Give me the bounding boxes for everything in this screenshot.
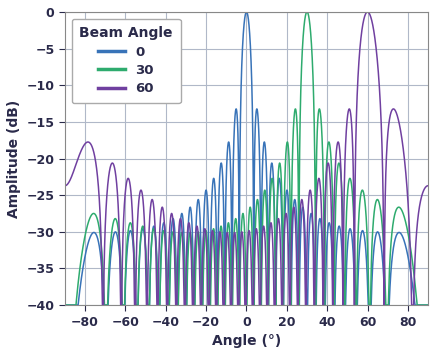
Legend: 0, 30, 60: 0, 30, 60 [71, 18, 181, 103]
60 [361, 15, 366, 20]
30 [80, 247, 85, 251]
30 [62, 303, 67, 307]
60 [364, 10, 369, 14]
Y-axis label: Amplitude (dB): Amplitude (dB) [7, 99, 21, 218]
30 [405, 233, 410, 237]
0 [361, 234, 366, 239]
60 [62, 184, 67, 188]
60 [237, 240, 243, 244]
0 [62, 303, 67, 307]
60 [359, 25, 364, 29]
0 [188, 208, 193, 212]
X-axis label: Angle (°): Angle (°) [211, 334, 280, 348]
30 [304, 10, 309, 14]
60 [424, 184, 430, 188]
60 [80, 146, 85, 150]
60 [99, 303, 105, 307]
Line: 30: 30 [65, 12, 427, 305]
30 [237, 252, 243, 256]
0 [359, 229, 364, 233]
30 [361, 195, 366, 200]
0 [424, 303, 430, 307]
Line: 0: 0 [65, 12, 427, 305]
60 [188, 243, 193, 247]
30 [424, 303, 430, 307]
Line: 60: 60 [65, 12, 427, 305]
0 [405, 256, 410, 261]
0 [237, 109, 243, 113]
0 [243, 10, 249, 14]
30 [359, 188, 364, 192]
30 [188, 234, 193, 238]
60 [405, 207, 410, 211]
0 [80, 268, 85, 272]
